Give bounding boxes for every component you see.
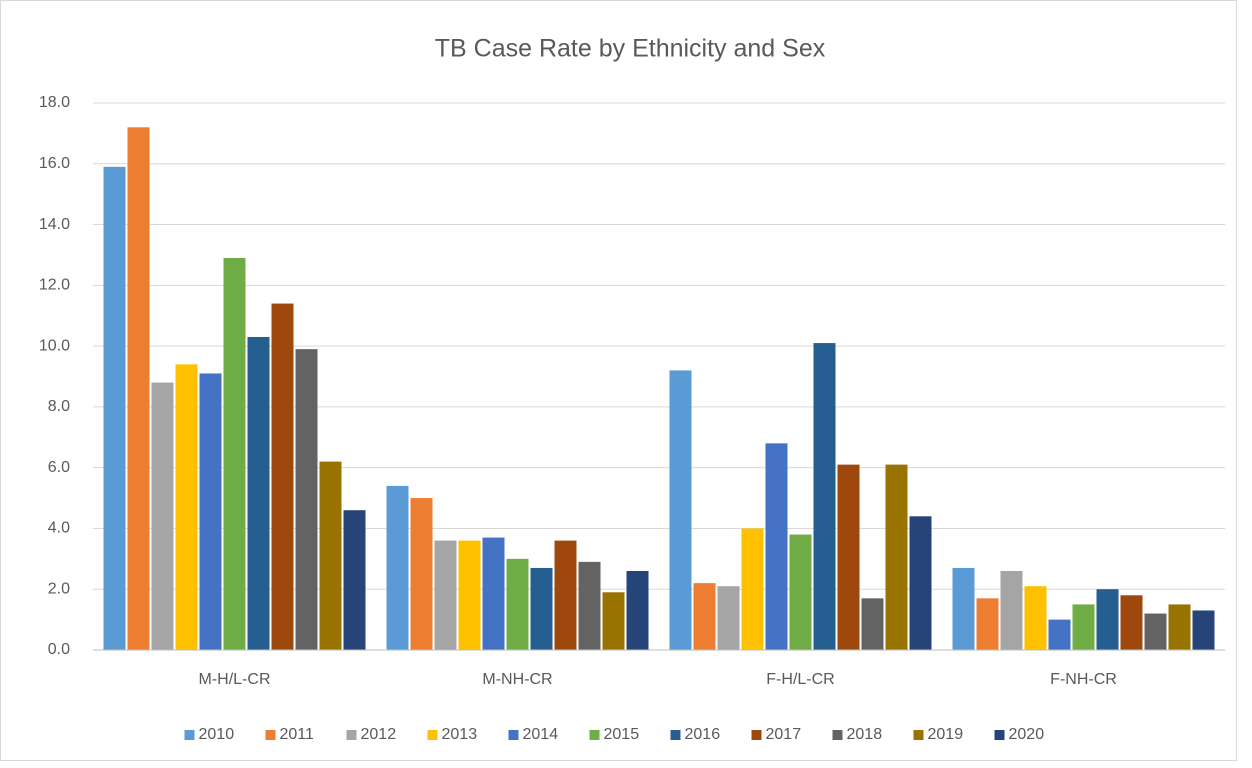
- legend-label: 2020: [1009, 726, 1045, 743]
- bar: [175, 364, 198, 650]
- y-tick-label: 6.0: [48, 459, 70, 476]
- legend-swatch: [508, 730, 519, 740]
- bar: [1120, 595, 1143, 650]
- bar: [319, 461, 342, 650]
- bar: [626, 570, 649, 650]
- legend-label: 2013: [442, 726, 478, 743]
- chart-title: TB Case Rate by Ethnicity and Sex: [435, 35, 826, 63]
- y-tick-label: 4.0: [48, 520, 70, 537]
- bar: [434, 540, 457, 650]
- y-tick-label: 0.0: [48, 641, 70, 658]
- legend-swatch: [913, 730, 924, 740]
- legend-label: 2016: [685, 726, 721, 743]
- bar: [482, 537, 505, 650]
- bar: [530, 567, 553, 650]
- legend-swatch: [751, 730, 762, 740]
- legend-label: 2015: [604, 726, 640, 743]
- bar: [295, 349, 318, 650]
- bar: [669, 370, 692, 650]
- y-tick-label: 8.0: [48, 398, 70, 415]
- bar: [861, 598, 884, 650]
- bar: [1024, 586, 1047, 650]
- bar: [271, 303, 294, 650]
- bar: [741, 528, 764, 650]
- x-tick-label: M-NH-CR: [482, 671, 552, 688]
- y-tick-label: 18.0: [39, 94, 70, 111]
- legend-label: 2017: [766, 726, 802, 743]
- bar: [343, 510, 366, 650]
- legend-swatch: [346, 730, 357, 740]
- legend-label: 2014: [523, 726, 559, 743]
- legend-label: 2018: [847, 726, 883, 743]
- bar: [103, 166, 126, 651]
- bar: [976, 598, 999, 650]
- bar: [885, 464, 908, 650]
- bar: [1168, 604, 1191, 650]
- bar: [1192, 610, 1215, 650]
- bar: [952, 567, 975, 650]
- bar: [127, 127, 150, 651]
- bar: [151, 382, 174, 650]
- bar: [813, 343, 836, 650]
- legend-swatch: [265, 730, 276, 740]
- bar: [458, 540, 481, 650]
- bar: [837, 464, 860, 650]
- bar: [909, 516, 932, 650]
- y-tick-label: 10.0: [39, 337, 70, 354]
- legend-swatch: [589, 730, 600, 740]
- legend-label: 2011: [280, 726, 315, 743]
- bar: [1096, 589, 1119, 650]
- bar: [199, 373, 222, 650]
- legend-swatch: [184, 730, 195, 740]
- legend-label: 2012: [361, 726, 397, 743]
- y-tick-label: 12.0: [39, 277, 70, 294]
- bar: [789, 534, 812, 650]
- bar: [247, 336, 270, 650]
- legend-swatch: [832, 730, 843, 740]
- bar: [765, 443, 788, 650]
- y-tick-label: 14.0: [39, 216, 70, 233]
- legend-swatch: [670, 730, 681, 740]
- bar: [717, 586, 740, 650]
- bar: [506, 558, 529, 650]
- legend-label: 2019: [928, 726, 964, 743]
- x-tick-label: F-NH-CR: [1050, 671, 1117, 688]
- y-tick-label: 2.0: [48, 580, 70, 597]
- bar: [554, 540, 577, 650]
- bar: [693, 583, 716, 650]
- bar: [1048, 619, 1071, 650]
- y-tick-label: 16.0: [39, 155, 70, 172]
- x-tick-label: M-H/L-CR: [199, 671, 271, 688]
- bar: [1000, 570, 1023, 650]
- legend-label: 2010: [199, 726, 235, 743]
- bar: [1144, 613, 1167, 650]
- bar: [602, 592, 625, 650]
- bar: [578, 561, 601, 650]
- bar: [386, 485, 409, 650]
- legend-swatch: [427, 730, 438, 740]
- legend-swatch: [994, 730, 1005, 740]
- bar: [223, 257, 246, 650]
- bar: [1072, 604, 1095, 650]
- bar: [410, 498, 433, 650]
- x-tick-label: F-H/L-CR: [766, 671, 834, 688]
